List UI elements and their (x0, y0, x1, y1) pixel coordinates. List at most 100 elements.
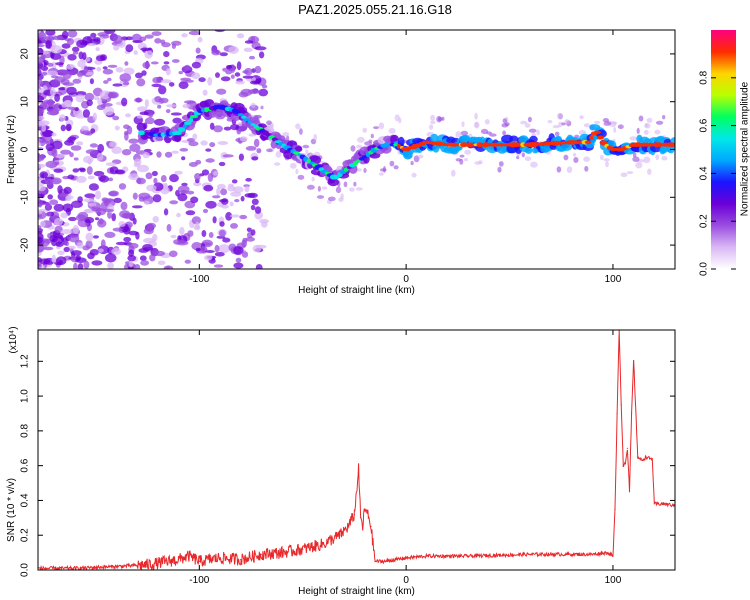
heatmap-cell (244, 185, 250, 193)
heatmap-cell (91, 260, 103, 266)
heatmap-ridge-core (234, 110, 241, 114)
heatmap-cell (49, 235, 58, 243)
heatmap-cell (311, 176, 315, 182)
heatmap-ridge-core (584, 140, 592, 145)
heatmap-cell (152, 216, 159, 223)
heatmap-cell (451, 169, 456, 177)
heatmap-cell (579, 115, 584, 120)
heatmap-cell (171, 59, 180, 63)
heatmap-cell (430, 114, 436, 121)
heatmap-ridge-cell (294, 146, 303, 153)
heatmap-cell (603, 158, 610, 162)
heatmap-cell (51, 132, 57, 137)
heatmap-cell (181, 156, 186, 161)
heatmap-cell (85, 232, 94, 242)
heatmap-cell (124, 132, 129, 141)
heatmap-cell (254, 46, 267, 51)
heatmap-cell (115, 67, 124, 73)
heatmap-cell (229, 201, 234, 207)
heatmap-cell (626, 171, 634, 175)
heatmap-cell (229, 214, 240, 218)
y-tick-label: 0.0 (20, 563, 31, 577)
heatmap-cell (72, 225, 80, 234)
heatmap-cell (165, 109, 171, 114)
heatmap-cell (230, 124, 240, 131)
heatmap-cell (243, 47, 253, 52)
heatmap-cell (169, 200, 179, 205)
heatmap-cell (139, 111, 149, 116)
heatmap-cell (60, 229, 73, 235)
heatmap-cell (170, 234, 177, 239)
heatmap-cell (498, 161, 504, 167)
heatmap-cell (143, 227, 154, 235)
heatmap-cell (160, 79, 172, 84)
heatmap-cell (105, 162, 117, 167)
y-multiplier-label: (x10⁴) (8, 326, 19, 353)
heatmap-cell (356, 144, 362, 149)
heatmap-cell (251, 198, 259, 205)
heatmap-cell (154, 250, 166, 257)
heatmap-cell (38, 196, 41, 203)
y-tick-label: 1.2 (20, 354, 31, 368)
heatmap-cell (459, 158, 464, 165)
snr-point (384, 560, 387, 562)
heatmap-cell (629, 136, 638, 141)
heatmap-cell (112, 227, 124, 232)
heatmap-cell (67, 106, 76, 110)
heatmap-cell (133, 158, 142, 166)
heatmap-cell (254, 206, 262, 214)
snr-point (616, 412, 618, 415)
heatmap-cell (186, 190, 195, 195)
heatmap-cell (104, 30, 116, 34)
heatmap-ridge-core (188, 117, 194, 123)
heatmap-cell (524, 156, 532, 161)
heatmap-cell (108, 191, 118, 197)
heatmap-cell (129, 143, 141, 152)
heatmap-cell (169, 174, 179, 183)
heatmap-cell (362, 127, 368, 133)
heatmap-cell (252, 244, 262, 253)
heatmap-cell (373, 126, 380, 130)
heatmap-cell (556, 166, 562, 173)
heatmap-cell (236, 61, 242, 71)
heatmap-cell (254, 65, 262, 74)
snr-point (178, 559, 180, 561)
heatmap-cell (97, 32, 109, 37)
heatmap-cell (247, 192, 258, 199)
heatmap-cell (321, 186, 328, 190)
heatmap-cell (126, 125, 133, 135)
heatmap-cell (220, 76, 231, 82)
heatmap-cell (84, 208, 92, 213)
heatmap-cell (108, 92, 118, 98)
heatmap-cell (227, 185, 236, 192)
heatmap-cell (185, 210, 196, 216)
heatmap-cell (50, 52, 62, 61)
heatmap-ridge-core (672, 142, 675, 147)
heatmap-ridge-core (243, 118, 251, 122)
heatmap-cell (234, 199, 240, 203)
heatmap-cell (240, 195, 245, 202)
heatmap-cell (146, 222, 156, 229)
heatmap-cell (188, 30, 201, 36)
x-tick-label: 100 (605, 274, 622, 285)
heatmap-cell (220, 204, 229, 209)
heatmap-cell (307, 184, 315, 190)
heatmap-cell (249, 55, 255, 60)
heatmap-cell (140, 260, 150, 266)
heatmap-cell (209, 142, 216, 148)
snr-point (622, 465, 624, 467)
snr-point (339, 534, 341, 536)
heatmap-cell (242, 75, 254, 79)
heatmap-cell (207, 77, 213, 86)
heatmap-cell (136, 115, 143, 119)
heatmap-cell (136, 177, 146, 185)
heatmap-cell (152, 76, 162, 84)
colorbar-tick-label: 0.8 (699, 70, 710, 84)
snr-point (219, 557, 221, 559)
heatmap-cell (181, 33, 188, 38)
heatmap-cell (151, 83, 162, 88)
heatmap-cell (161, 42, 171, 48)
y-tick-label: 10 (20, 96, 31, 108)
heatmap-cell (139, 255, 147, 261)
